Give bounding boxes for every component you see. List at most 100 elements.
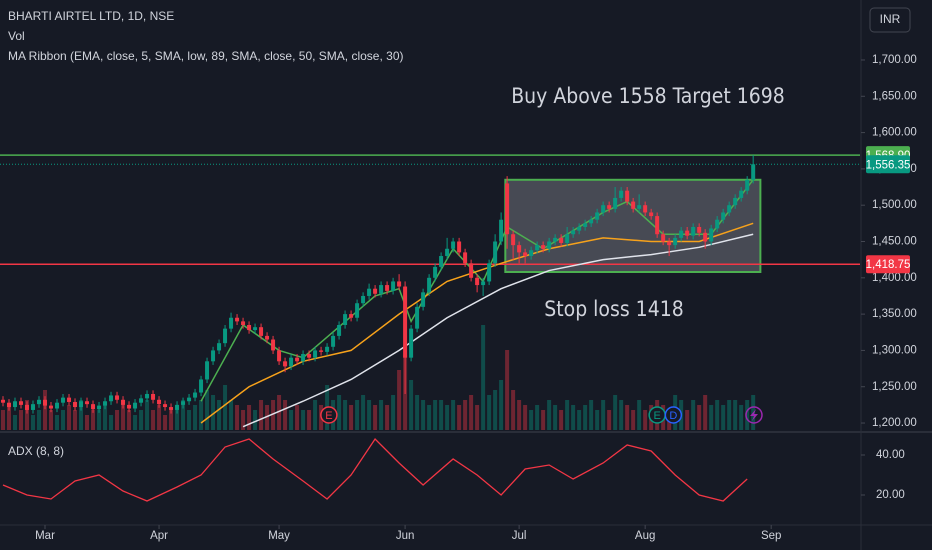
candle-body: [247, 325, 252, 331]
candle-body: [307, 354, 312, 358]
volume-bar: [559, 410, 564, 430]
candle-body: [1, 399, 6, 403]
volume-bar: [745, 400, 750, 430]
candle-body: [709, 228, 714, 242]
y-tick-label: 1,450.00: [872, 236, 917, 248]
volume-bar: [43, 390, 48, 430]
plot: E E D1,200.001,250.001,300.001,350.001,400…: [0, 54, 917, 542]
zone: [504, 178, 762, 273]
event-label: E: [325, 410, 332, 422]
volume-bar: [265, 405, 270, 430]
volume-bar: [145, 400, 150, 430]
candle-body: [301, 354, 306, 362]
candle-body: [91, 404, 96, 410]
candle-body: [505, 183, 510, 235]
candle-body: [265, 335, 270, 340]
candle-body: [565, 234, 570, 243]
volume-bar: [13, 415, 18, 430]
candle-body: [673, 237, 678, 246]
volume-bar: [421, 400, 426, 430]
candle-body: [295, 357, 300, 362]
candle-body: [433, 266, 438, 278]
volume-bar: [139, 410, 144, 430]
volume-bar: [133, 415, 138, 430]
event-label: D: [669, 410, 677, 422]
volume-bar: [727, 400, 732, 430]
candle-body: [409, 328, 414, 358]
candle-body: [193, 392, 198, 398]
currency[interactable]: INR: [880, 12, 901, 26]
volume-bar: [127, 410, 132, 430]
candle-body: [127, 404, 132, 409]
event-marker[interactable]: [664, 406, 683, 424]
candle-body: [103, 401, 108, 406]
volume-bar: [637, 400, 642, 430]
volume-bar: [223, 385, 228, 430]
volume-bar: [691, 400, 696, 430]
volume-bar: [595, 410, 600, 430]
candle-body: [745, 179, 750, 191]
volume-bar: [343, 400, 348, 430]
lightning-icon[interactable]: [745, 406, 763, 424]
candle-body: [415, 306, 420, 329]
volume-bar: [49, 410, 54, 430]
volume-bar: [295, 405, 300, 430]
candle-body: [283, 361, 288, 367]
candle-body: [337, 325, 342, 336]
candle-body: [727, 205, 732, 213]
candle-body: [241, 321, 246, 326]
volume-bar: [511, 390, 516, 430]
candle-body: [13, 401, 18, 408]
candle-body: [151, 393, 156, 400]
candle-body: [49, 405, 54, 409]
candle-body: [391, 281, 396, 291]
candle-body: [355, 303, 360, 318]
x-tick-label: Jun: [396, 530, 415, 542]
candle-body: [163, 404, 168, 408]
event-marker[interactable]: [320, 406, 338, 424]
candle-body: [481, 281, 486, 286]
candle-body: [739, 190, 744, 198]
candle-body: [205, 361, 210, 380]
candle-body: [541, 245, 546, 249]
volume-bar: [235, 405, 240, 430]
volume-bar: [439, 400, 444, 430]
candle-body: [595, 212, 600, 220]
volume-bar: [217, 400, 222, 430]
candle-body: [601, 205, 606, 213]
candle-body: [325, 346, 330, 352]
volume-bar: [451, 400, 456, 430]
candle-body: [157, 399, 162, 405]
candle-body: [19, 401, 24, 405]
candle-body: [553, 237, 558, 242]
x-tick-label: Mar: [35, 530, 55, 542]
volume-bar: [391, 395, 396, 430]
candle-body: [667, 241, 672, 246]
x-tick-label: Jul: [512, 530, 527, 542]
volume-bar: [247, 405, 252, 430]
volume-bar: [409, 380, 414, 430]
volume-bar: [373, 405, 378, 430]
volume-bar: [613, 395, 618, 430]
x-tick-label: Apr: [150, 530, 168, 542]
candle-body: [109, 395, 114, 402]
volume-bar: [739, 405, 744, 430]
candle-body: [421, 292, 426, 307]
volume-bar: [301, 410, 306, 430]
candle-body: [31, 404, 36, 410]
volume-bar: [7, 405, 12, 430]
volume-bar: [463, 400, 468, 430]
x-tick-label: May: [268, 530, 290, 542]
volume-bar: [79, 400, 84, 430]
volume-bar: [385, 405, 390, 430]
candle-body: [535, 245, 540, 251]
candle-body: [349, 314, 354, 318]
y-tick-label: 1,500.00: [872, 199, 917, 211]
candle-body: [343, 314, 348, 326]
currency-box[interactable]: [869, 7, 911, 33]
x-tick-label: Aug: [635, 530, 655, 542]
volume-bar: [601, 400, 606, 430]
candle-body: [43, 399, 48, 406]
candle-body: [643, 205, 648, 213]
volume-bar: [619, 400, 624, 430]
